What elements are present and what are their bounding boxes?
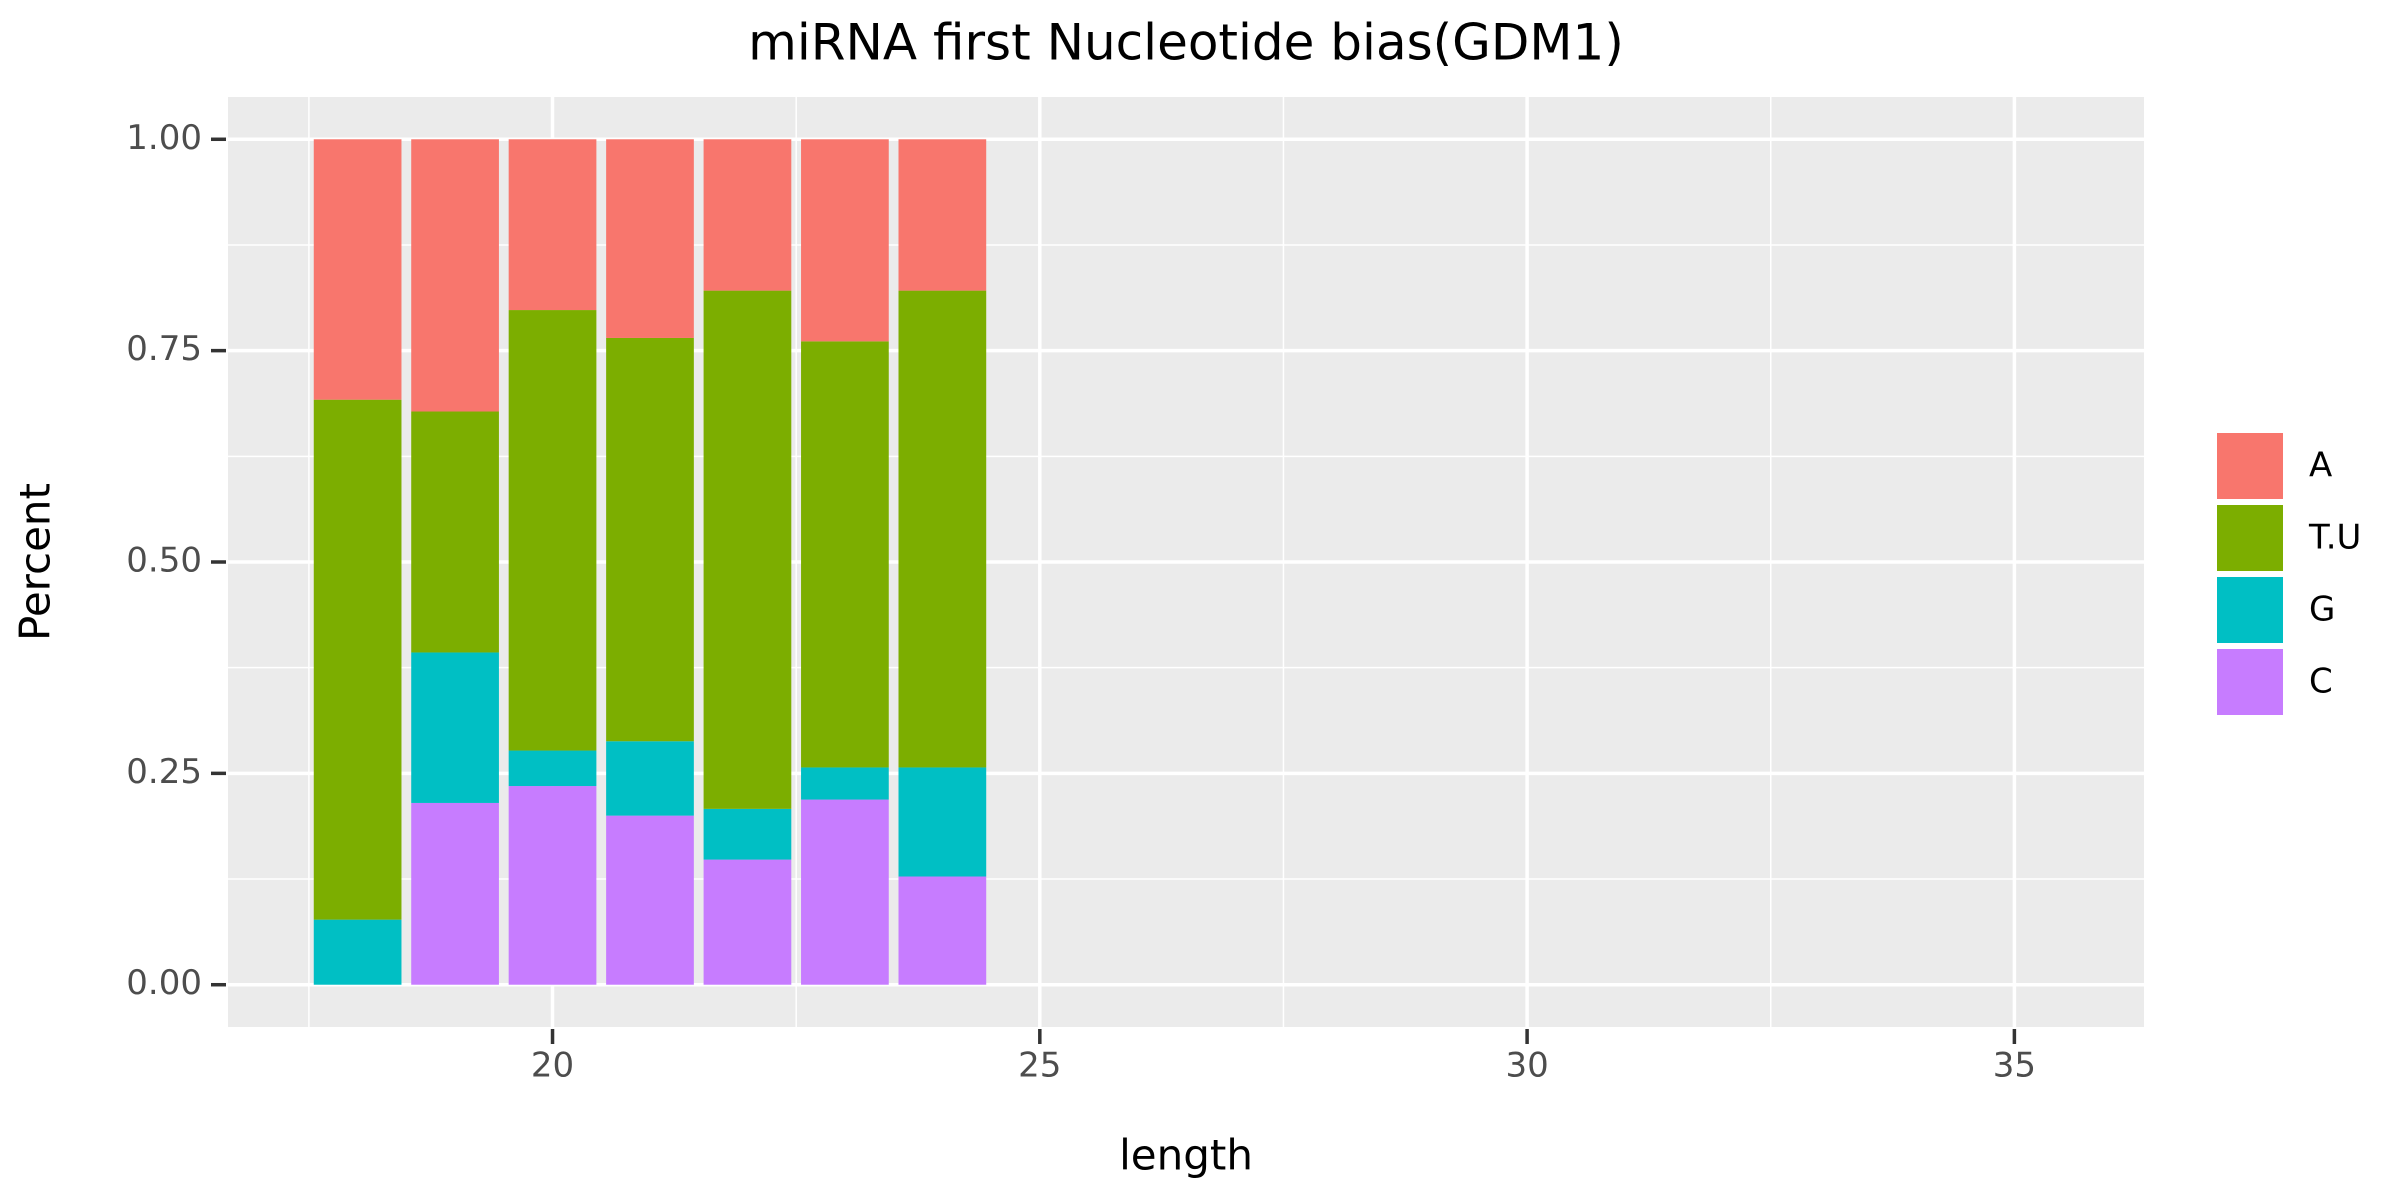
bar-segment — [508, 786, 597, 985]
bar-segment — [606, 815, 694, 985]
y-tick-label: 0.00 — [126, 963, 202, 1003]
bar-segment — [313, 139, 402, 400]
x-tick-label: 25 — [1018, 1046, 1061, 1086]
legend-label: T.U — [2308, 518, 2361, 558]
bar-segment — [508, 139, 597, 311]
y-axis-label: Percent — [11, 483, 60, 641]
bar-segment — [411, 139, 499, 412]
bar-segment — [703, 859, 792, 985]
bar-segment — [508, 310, 597, 751]
y-tick-label: 1.00 — [126, 118, 202, 158]
bar-segment — [898, 876, 987, 985]
bar-segment — [801, 767, 889, 800]
bar-segment — [898, 290, 987, 768]
legend-label: C — [2309, 662, 2333, 702]
bar-segment — [801, 341, 889, 768]
bar-segment — [313, 399, 402, 920]
bar-segment — [898, 139, 987, 291]
bar-segment — [801, 139, 889, 342]
y-tick-label: 0.25 — [126, 752, 202, 792]
legend-swatch — [2215, 503, 2285, 573]
bar-segment — [606, 337, 694, 742]
bar-segment — [411, 411, 499, 653]
bar-segment — [703, 290, 792, 809]
bar-segment — [703, 808, 792, 860]
bar-segment — [898, 767, 987, 877]
x-tick-label: 20 — [531, 1046, 574, 1086]
x-axis-label: length — [1119, 1131, 1253, 1180]
y-tick-label: 0.75 — [126, 329, 202, 369]
legend-swatch — [2215, 575, 2285, 645]
legend-label: A — [2309, 446, 2332, 486]
legend-label: G — [2309, 590, 2335, 630]
y-tick-label: 0.50 — [126, 541, 202, 581]
bar-segment — [606, 139, 694, 338]
legend-swatch — [2215, 431, 2285, 501]
bar-segment — [411, 802, 499, 985]
chart-title: miRNA first Nucleotide bias(GDM1) — [748, 14, 1624, 72]
bar-segment — [313, 919, 402, 985]
bar-segment — [508, 750, 597, 787]
bar-segment — [606, 741, 694, 816]
legend-swatch — [2215, 647, 2285, 717]
bar-segment — [411, 652, 499, 803]
bar-segment — [801, 799, 889, 985]
x-tick-label: 35 — [1993, 1046, 2036, 1086]
bar-segment — [703, 139, 792, 291]
x-tick-label: 30 — [1505, 1046, 1548, 1086]
